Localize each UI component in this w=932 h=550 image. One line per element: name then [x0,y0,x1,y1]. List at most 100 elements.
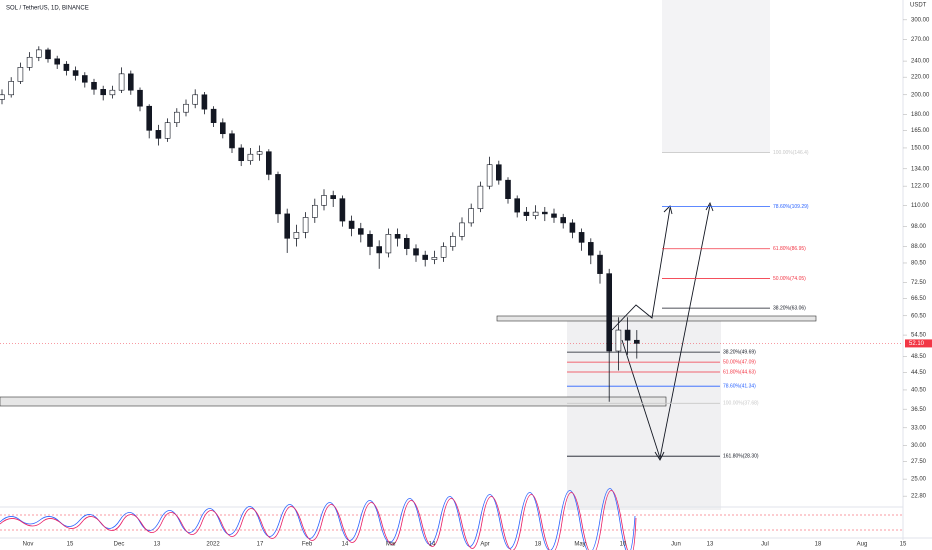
y-tick-label: 122.00 [911,184,930,190]
candle-body [109,89,116,96]
x-tick-label: 13 [154,542,161,548]
fib-label: 61.80%(86.95) [773,246,806,252]
candle-body [155,130,162,139]
candle-body [394,234,401,239]
y-tick-label: 54.50 [911,333,927,339]
x-tick-label: Jul [761,542,769,548]
arrow [621,204,711,460]
projection-box [567,318,721,510]
candle-body [0,94,5,100]
projection-box [662,0,770,152]
support-zone [0,396,667,407]
x-tick-label: Aug [857,542,868,548]
y-tick-label: 200.00 [911,92,930,98]
x-tick-label: Feb [302,542,313,548]
candle-body [468,208,475,224]
y-tick-label: 36.50 [911,407,927,413]
candle-body [339,198,346,222]
candle-body [91,81,97,90]
last-price-tag [905,339,932,348]
candle-body [449,236,456,247]
x-tick-label: 14 [429,542,436,548]
arrowhead [663,205,673,215]
arrowhead [705,201,714,212]
y-tick-label: 48.50 [911,354,927,360]
candle-body [118,73,125,91]
candle-body [606,273,613,352]
candle-body [615,329,622,352]
fib-label: 78.60%(41.34) [723,383,756,389]
arrowhead [654,451,665,461]
candle-body [201,94,208,110]
candle-body [431,257,438,260]
projection-arrows [611,201,714,461]
candle-body [587,242,594,256]
candle-body [367,234,373,247]
fib-label: 50.00%(47.09) [723,359,756,365]
stoch-rsi [0,488,903,550]
x-tick-label: May [574,542,585,548]
y-tick-label: 98.00 [911,224,927,230]
candle-body [413,248,419,256]
x-tick-label: 18 [535,542,542,548]
x-tick-label: Jun [671,542,681,548]
candle-body [633,339,640,344]
candle-body [330,195,337,199]
candle-body [597,254,603,274]
x-tick-label: Dec [114,542,125,548]
y-tick-label: 80.50 [911,261,927,267]
resistance-zone [496,315,817,322]
candle-body [174,111,180,123]
candle-body [256,151,263,155]
y-tick-label: 88.00 [911,244,927,250]
candle-body [302,217,309,233]
y-tick-label: 44.50 [911,370,927,376]
fib-label: 61.80%(44.63) [723,369,756,375]
x-tick-label: Apr [480,542,489,548]
candle-body [238,147,244,162]
x-tick-label: Nov [23,542,34,548]
candle-body [164,122,171,139]
fib-label: 50.00%(74.05) [773,276,806,282]
candle-body [459,222,465,237]
stoch-k [0,488,636,550]
candle-body [541,211,548,215]
y-tick-label: 33.00 [911,425,927,431]
arrow [611,207,671,331]
candle-body [220,122,226,135]
candle-body [495,164,502,181]
y-tick-label: 270.00 [911,37,930,43]
candle-body [275,174,281,215]
candle-body [514,198,521,213]
candle-body [523,211,530,216]
candle-body [578,232,585,243]
candle-body [532,211,539,216]
y-tick-label: 22.80 [911,494,927,500]
x-tick-label: 16 [620,542,627,548]
candle-body [624,329,631,341]
y-tick-label: 110.00 [911,203,930,209]
x-tick-label: Mar [386,542,396,548]
y-tick-label: 40.50 [911,388,927,394]
y-tick-label: 220.00 [911,75,930,81]
x-tick-label: 2022 [206,542,220,548]
y-tick-label: 72.50 [911,280,927,286]
y-tick-label: 25.00 [911,477,927,483]
y-tick-label: 60.50 [911,313,927,319]
candle-body [265,151,272,175]
candle-body [229,133,235,149]
chart-title: SOL / TetherUS, 1D, BINANCE [6,6,89,12]
candle-body [403,238,410,249]
x-tick-label: 17 [257,542,264,548]
candle-body [137,89,143,107]
candle-body [146,105,152,131]
candle-body [348,220,355,229]
candle-body [247,153,254,162]
candle-body [385,234,392,254]
candle-body [210,108,217,123]
candle-body [284,213,291,239]
y-tick-label: 30.00 [911,443,927,449]
candle-body [293,232,300,239]
candle-body [569,222,576,233]
